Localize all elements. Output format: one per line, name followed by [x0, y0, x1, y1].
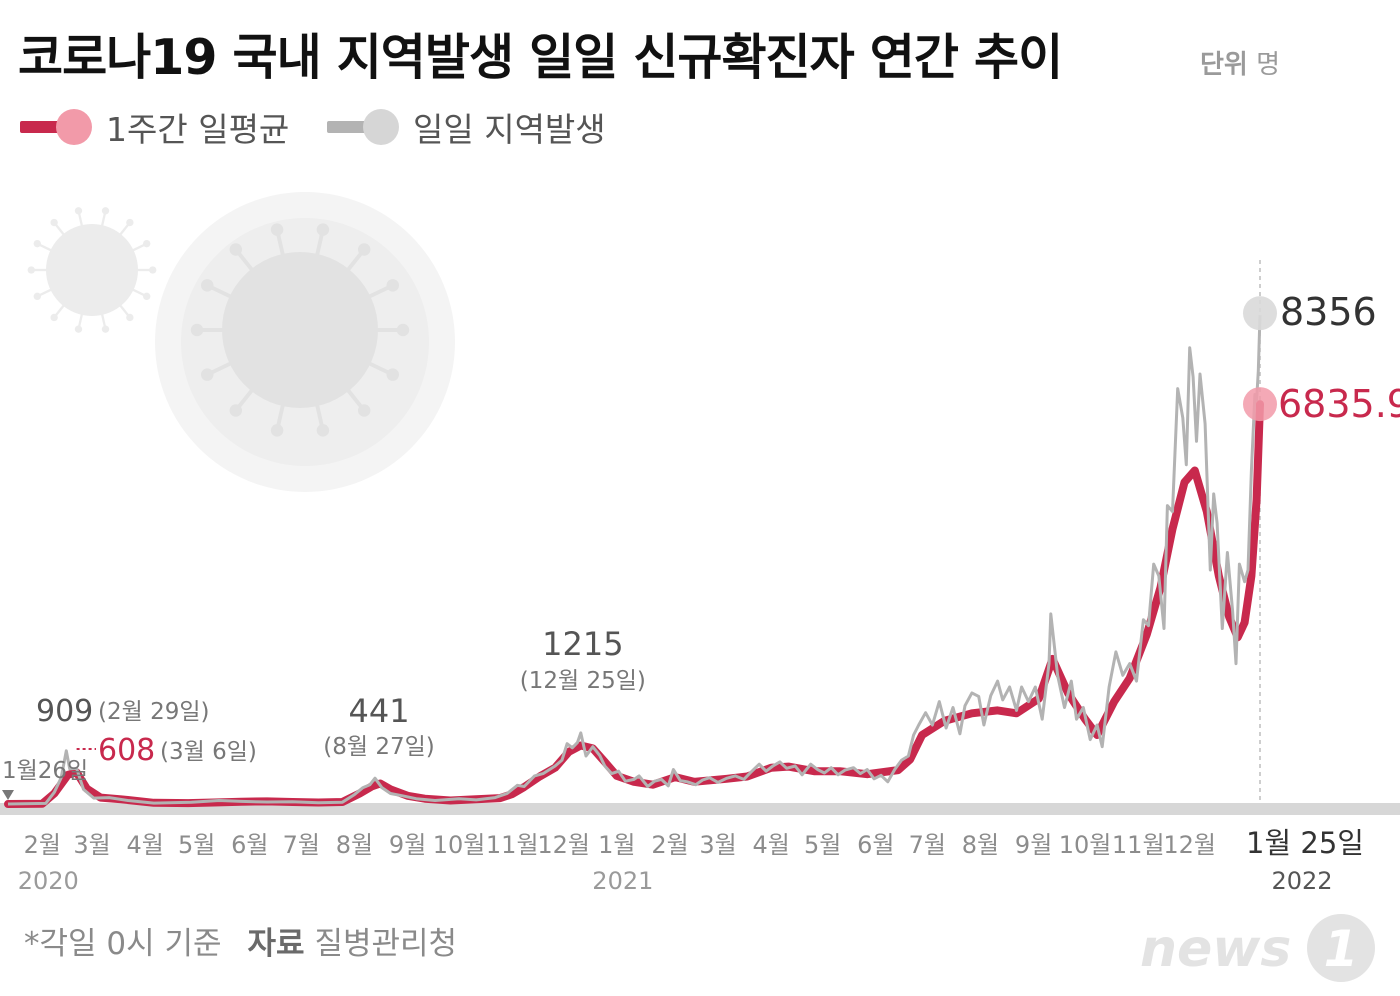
x-tick-label: 12월: [537, 831, 590, 859]
chart-title: 코로나19 국내 지역발생 일일 신규확진자 연간 추이: [18, 29, 1063, 86]
annotation-peak1-date: (2월 29일): [98, 699, 209, 725]
legend-item-daily-local: 일일 지역발생: [325, 104, 606, 150]
x-tick-label: 11월: [486, 831, 539, 859]
end-point-avg-marker: [1243, 387, 1277, 422]
unit-label-value: 명: [1256, 50, 1281, 80]
x-tick-label: 6월: [231, 831, 268, 859]
x-tick-label: 7월: [283, 831, 320, 859]
x-tick-label: 9월: [1015, 831, 1052, 859]
annotation-start-label: 1월26일: [2, 758, 88, 784]
legend-label-daily-local: 일일 지역발생: [413, 110, 606, 149]
x-tick-label: 10월: [1059, 831, 1112, 859]
legend-swatch-weekly-average: [18, 104, 92, 150]
annotation-peak3-value: 1215: [542, 625, 623, 663]
series-line-daily-local: [7, 315, 1262, 806]
x-tick-label: 3월: [699, 831, 736, 859]
x-tick-label: 1월: [598, 831, 635, 859]
x-tick-label: 10월: [433, 831, 486, 859]
x-end-date-label: 1월 25일: [1246, 826, 1364, 860]
annotation-peak2-date: (8월 27일): [323, 734, 434, 760]
x-tick-label: 3월: [73, 831, 110, 859]
unit-label-key: 단위: [1200, 50, 1248, 80]
x-tick-label: 8월: [336, 831, 373, 859]
annotation-end-avg-value: 6835.9: [1278, 382, 1400, 426]
annotation-peak1-avg-value: 608: [98, 733, 155, 768]
x-tick-label: 5월: [178, 831, 215, 859]
source-label: 자료: [247, 926, 305, 962]
x-tick-label: 9월: [389, 831, 426, 859]
baseline: [0, 803, 1400, 815]
footnote-note: *각일 0시 기준: [24, 926, 222, 962]
legend-swatch-daily-local: [325, 104, 399, 150]
annotation-peak1-value: 909: [36, 694, 93, 729]
news1-logo: news 1: [1140, 914, 1375, 982]
x-tick-label: 11월: [1112, 831, 1165, 859]
legend-item-weekly-average: 1주간 일평균: [18, 104, 289, 150]
logo-text: news: [1140, 919, 1291, 979]
source-name: 질병관리청: [314, 926, 458, 962]
footnote: *각일 0시 기준 자료 질병관리청: [24, 918, 457, 963]
x-tick-label: 5월: [804, 831, 841, 859]
x-tick-label: 2월: [24, 831, 61, 859]
x-tick-label: 6월: [857, 831, 894, 859]
legend-label-weekly-average: 1주간 일평균: [106, 110, 290, 149]
x-tick-label: 7월: [909, 831, 946, 859]
virus-icon: [27, 207, 157, 333]
annotations: 1월26일 909 (2월 29일) 608 (3월 6일) 441 (8월 27일) 121…: [2, 290, 1400, 800]
annotation-peak3-date: (12월 25일): [520, 668, 646, 694]
year-label: 2021: [592, 867, 653, 895]
x-tick-label: 2월: [651, 831, 688, 859]
start-marker-icon: [2, 790, 14, 800]
x-tick-label: 12월: [1163, 831, 1216, 859]
virus-illustration-icon: [27, 192, 455, 492]
logo-mark: 1: [1324, 920, 1359, 978]
annotation-end-daily-value: 8356: [1280, 290, 1377, 334]
year-label: 2020: [18, 867, 79, 895]
x-tick-label: 4월: [127, 831, 164, 859]
annotation-peak2-value: 441: [348, 692, 409, 730]
year-label: 2022: [1271, 867, 1332, 895]
annotation-peak1-avg-date: (3월 6일): [160, 739, 257, 765]
x-tick-label: 4월: [753, 831, 790, 859]
series-layer: [4, 315, 1264, 808]
end-point-daily-marker: [1243, 296, 1277, 331]
unit-label: 단위 명: [1200, 44, 1280, 81]
virus-icon: [190, 223, 410, 437]
x-tick-label: 8월: [962, 831, 999, 859]
